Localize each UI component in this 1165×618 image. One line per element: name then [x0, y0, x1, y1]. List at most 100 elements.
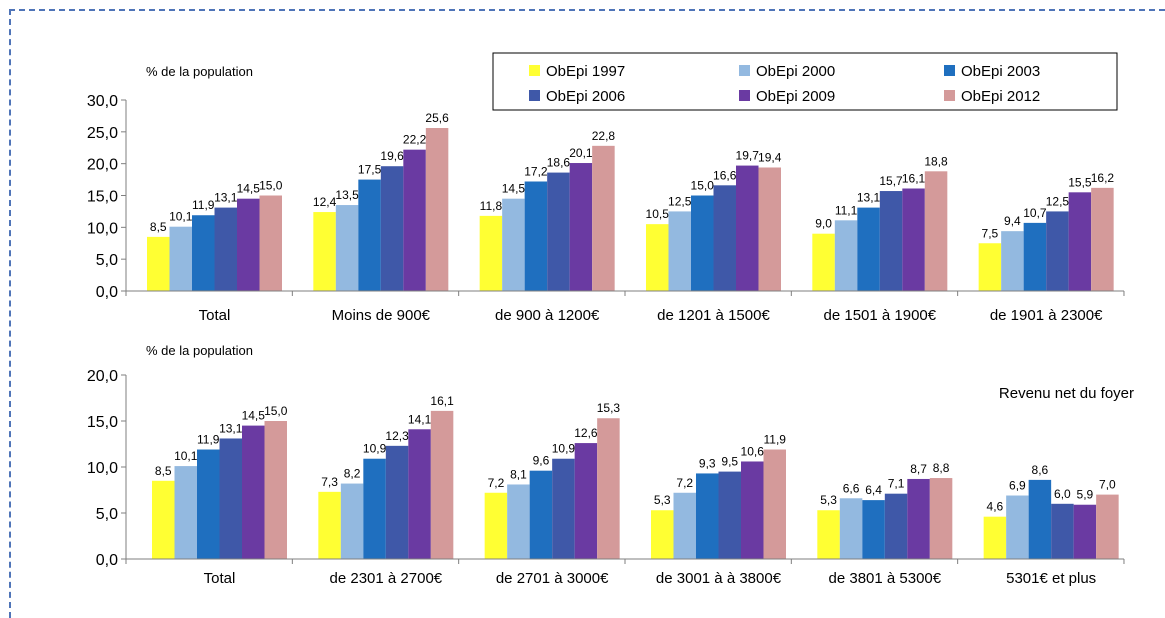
bottom-data-label: 5,9: [1077, 488, 1094, 502]
top-category-label-de-1501-a-1900eur: de 1501 à 1900€: [824, 307, 937, 324]
top-bar-obepi-2006-3: [547, 172, 570, 291]
bottom-data-label: 8,2: [344, 467, 361, 481]
top-data-label: 19,7: [736, 149, 760, 163]
bottom-data-label: 10,1: [174, 449, 198, 463]
top-bar-obepi-1997-1: [147, 236, 170, 291]
top-bar-obepi-2000-6: [1001, 231, 1024, 291]
chart-top: % de la population 0,0 5,0 10,0 15,0 20,0 25,…: [87, 64, 1125, 324]
bottom-bar-obepi-2006-5: [884, 493, 908, 559]
bottom-data-label: 8,1: [510, 467, 527, 481]
bottom-data-label: 8,7: [910, 462, 927, 476]
bottom-data-label: 13,1: [219, 421, 243, 435]
legend-label-obepi-1997: ObEpi 1997: [546, 63, 625, 80]
top-bar-obepi-2009-6: [1068, 192, 1092, 291]
top-bar-obepi-1997-4: [645, 224, 669, 291]
top-data-label: 15,7: [879, 174, 903, 188]
bottom-data-label: 4,6: [987, 500, 1004, 514]
bottom-category-label-de-2701-a-3000eur: de 2701 à 3000€: [496, 570, 609, 587]
top-data-label: 25,6: [425, 111, 449, 125]
bottom-y-tick-label: 10,0: [87, 460, 118, 477]
top-data-label: 10,1: [169, 210, 193, 224]
legend-swatch-obepi-2000: [739, 65, 750, 76]
bottom-bar-obepi-1997-3: [484, 492, 508, 559]
top-bar-obepi-2009-3: [569, 163, 593, 291]
top-data-label: 12,5: [1046, 194, 1070, 208]
top-bar-obepi-1997-3: [479, 215, 503, 291]
top-data-label: 11,9: [192, 198, 215, 212]
top-data-label: 22,2: [403, 133, 427, 147]
top-y-tick-label: 10,0: [87, 220, 118, 237]
bottom-bar-obepi-2000-4: [673, 492, 696, 559]
top-y-tick-label: 15,0: [87, 189, 118, 206]
top-y-tick-label: 0,0: [96, 284, 118, 301]
bottom-y-tick-label: 5,0: [96, 506, 118, 523]
top-bar-obepi-2003-3: [524, 181, 548, 291]
top-bar-obepi-2000-2: [335, 205, 359, 291]
legend-swatch-obepi-2003: [944, 65, 955, 76]
top-category-label-total: Total: [199, 307, 231, 324]
top-category-label-moins-de-900eur: Moins de 900€: [332, 307, 431, 324]
bottom-data-label: 14,1: [408, 412, 432, 426]
bottom-bar-obepi-2006-3: [552, 458, 575, 559]
top-data-label: 15,0: [691, 179, 715, 193]
top-data-label: 18,8: [924, 154, 948, 168]
top-data-label: 18,6: [547, 156, 571, 170]
top-data-label: 16,6: [713, 168, 737, 182]
bottom-data-label: 10,9: [363, 442, 387, 456]
top-bar-obepi-2012-4: [758, 167, 781, 291]
legend-label-obepi-2009: ObEpi 2009: [756, 88, 835, 105]
bottom-data-label: 7,2: [676, 476, 693, 490]
top-bar-obepi-2009-4: [735, 165, 759, 291]
bottom-data-label: 8,6: [1032, 463, 1049, 477]
top-category-label-de-1201-a-1500eur: de 1201 à 1500€: [657, 307, 770, 324]
bottom-bar-obepi-2003-2: [363, 458, 386, 559]
top-bar-obepi-2012-5: [924, 171, 948, 291]
top-data-label: 20,1: [569, 146, 593, 160]
bottom-bar-obepi-2000-6: [1006, 495, 1029, 559]
top-y-tick-label: 5,0: [96, 252, 118, 269]
bottom-bar-obepi-2006-1: [219, 438, 242, 559]
bottom-category-label-5301eur-et-plus: 5301€ et plus: [1006, 570, 1096, 587]
top-bar-obepi-2003-4: [690, 195, 714, 291]
bottom-bar-obepi-2006-2: [385, 445, 409, 559]
top-category-label-de-1901-a-2300eur: de 1901 à 2300€: [990, 307, 1103, 324]
top-bar-obepi-2012-2: [425, 128, 449, 291]
bottom-data-label: 10,9: [552, 442, 576, 456]
top-bar-obepi-2009-2: [403, 149, 426, 291]
bottom-bar-obepi-2012-2: [430, 410, 454, 559]
top-bar-obepi-2003-1: [192, 215, 215, 291]
top-y-tick-label: 25,0: [87, 125, 118, 142]
top-data-label: 13,5: [335, 188, 359, 202]
bottom-bar-obepi-2009-6: [1073, 504, 1097, 559]
bottom-data-label: 15,0: [264, 404, 288, 418]
top-data-label: 8,5: [150, 220, 167, 234]
top-data-label: 14,5: [237, 182, 261, 196]
bottom-data-label: 6,9: [1009, 479, 1026, 493]
bottom-bar-obepi-2000-3: [507, 484, 530, 559]
top-data-label: 11,1: [835, 203, 858, 217]
top-data-label: 9,4: [1004, 214, 1021, 228]
bottom-data-label: 8,8: [933, 461, 950, 475]
top-bar-obepi-2012-6: [1091, 187, 1114, 291]
frame-border-top: [9, 9, 1165, 11]
bottom-bar-obepi-2006-4: [718, 471, 741, 559]
bottom-data-label: 9,3: [699, 456, 716, 470]
legend: ObEpi 1997 ObEpi 2000 ObEpi 2003 ObEpi 2006…: [492, 52, 1118, 111]
bottom-data-label: 10,6: [741, 444, 765, 458]
bottom-bar-obepi-1997-1: [152, 480, 175, 559]
bottom-bar-obepi-2003-3: [529, 470, 553, 559]
bottom-data-label: 6,6: [843, 481, 860, 495]
top-data-label: 14,5: [502, 182, 526, 196]
bottom-data-label: 9,5: [721, 455, 738, 469]
top-data-label: 10,7: [1023, 206, 1047, 220]
top-category-label-de-900-a-1200eur: de 900 à 1200€: [495, 307, 600, 324]
bottom-data-label: 16,1: [430, 394, 454, 408]
revenue-annotation: Revenu net du foyer: [999, 385, 1134, 402]
top-data-label: 10,5: [646, 207, 670, 221]
bottom-data-label: 6,4: [865, 483, 882, 497]
top-data-label: 13,1: [214, 191, 238, 205]
top-bar-obepi-2006-2: [380, 166, 404, 291]
top-data-label: 15,0: [259, 179, 283, 193]
bottom-data-label: 9,6: [533, 454, 550, 468]
bottom-data-label: 15,3: [597, 401, 621, 415]
